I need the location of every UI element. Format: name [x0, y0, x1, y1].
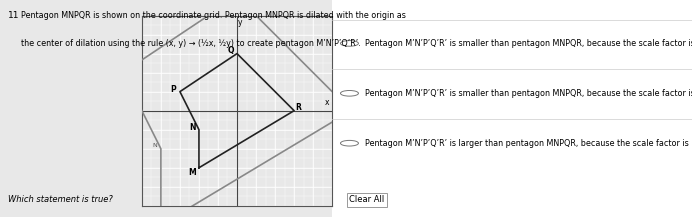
Text: P: P — [170, 85, 176, 94]
Text: the center of dilation using the rule (x, y) → (½x, ½y) to create pentagon M’N’P: the center of dilation using the rule (x… — [21, 39, 361, 48]
Text: Pentagon MNPQR is shown on the coordinate grid. Pentagon MNPQR is dilated with t: Pentagon MNPQR is shown on the coordinat… — [21, 11, 406, 20]
Text: N: N — [153, 143, 158, 148]
Text: Pentagon M’N’P’Q’R’ is smaller than pentagon MNPQR, because the scale factor is : Pentagon M’N’P’Q’R’ is smaller than pent… — [365, 39, 692, 48]
Text: Q: Q — [228, 46, 235, 55]
Text: Pentagon M’N’P’Q’R’ is larger than pentagon MNPQR, because the scale factor is l: Pentagon M’N’P’Q’R’ is larger than penta… — [365, 139, 692, 148]
Text: Clear All: Clear All — [349, 195, 385, 204]
Text: N: N — [189, 123, 196, 132]
Text: 11: 11 — [8, 11, 20, 20]
Text: y: y — [237, 18, 242, 27]
Text: R: R — [295, 103, 301, 112]
Text: M: M — [188, 168, 196, 177]
Text: Which statement is true?: Which statement is true? — [8, 195, 113, 204]
Text: x: x — [325, 98, 329, 107]
Text: Pentagon M’N’P’Q’R’ is smaller than pentagon MNPQR, because the scale factor is : Pentagon M’N’P’Q’R’ is smaller than pent… — [365, 89, 692, 98]
